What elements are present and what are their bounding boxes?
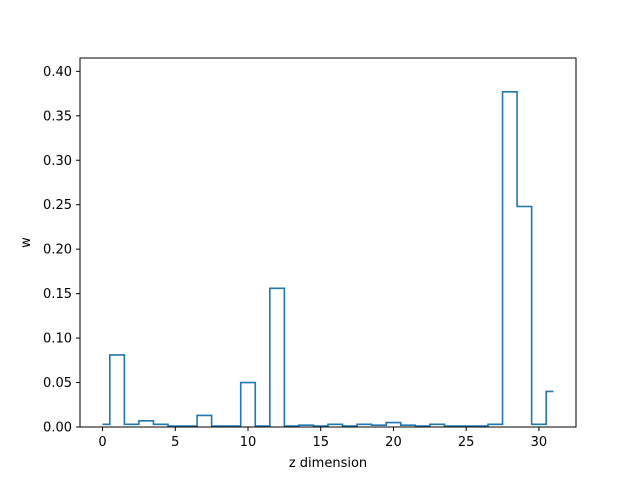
x-tick-label: 25	[458, 435, 475, 450]
y-tick-label: 0.10	[43, 332, 72, 347]
x-axis-label: z dimension	[289, 456, 367, 471]
x-tick-label: 20	[385, 435, 402, 450]
x-tick-label: 10	[240, 435, 257, 450]
y-axis-ticks: 0.00 0.05 0.10 0.15 0.20 0.25 0.30 0.35 0.40	[43, 65, 80, 436]
x-tick-label: 5	[171, 435, 179, 450]
y-tick-label: 0.35	[43, 109, 72, 124]
x-tick-label: 0	[98, 435, 106, 450]
y-tick-label: 0.30	[43, 154, 72, 169]
x-axis-ticks: 0 5 10 15 20 25 30	[98, 427, 547, 450]
y-tick-label: 0.40	[43, 65, 72, 80]
y-tick-label: 0.15	[43, 287, 72, 302]
y-tick-label: 0.25	[43, 198, 72, 213]
x-tick-label: 30	[531, 435, 548, 450]
x-tick-label: 15	[312, 435, 329, 450]
y-tick-label: 0.00	[43, 421, 72, 436]
series-line-0	[102, 90, 554, 427]
y-tick-label: 0.05	[43, 376, 72, 391]
y-axis-label: w	[19, 237, 34, 248]
y-tick-label: 0.20	[43, 243, 72, 258]
axes-frame	[79, 57, 577, 428]
plot-area	[102, 90, 554, 427]
